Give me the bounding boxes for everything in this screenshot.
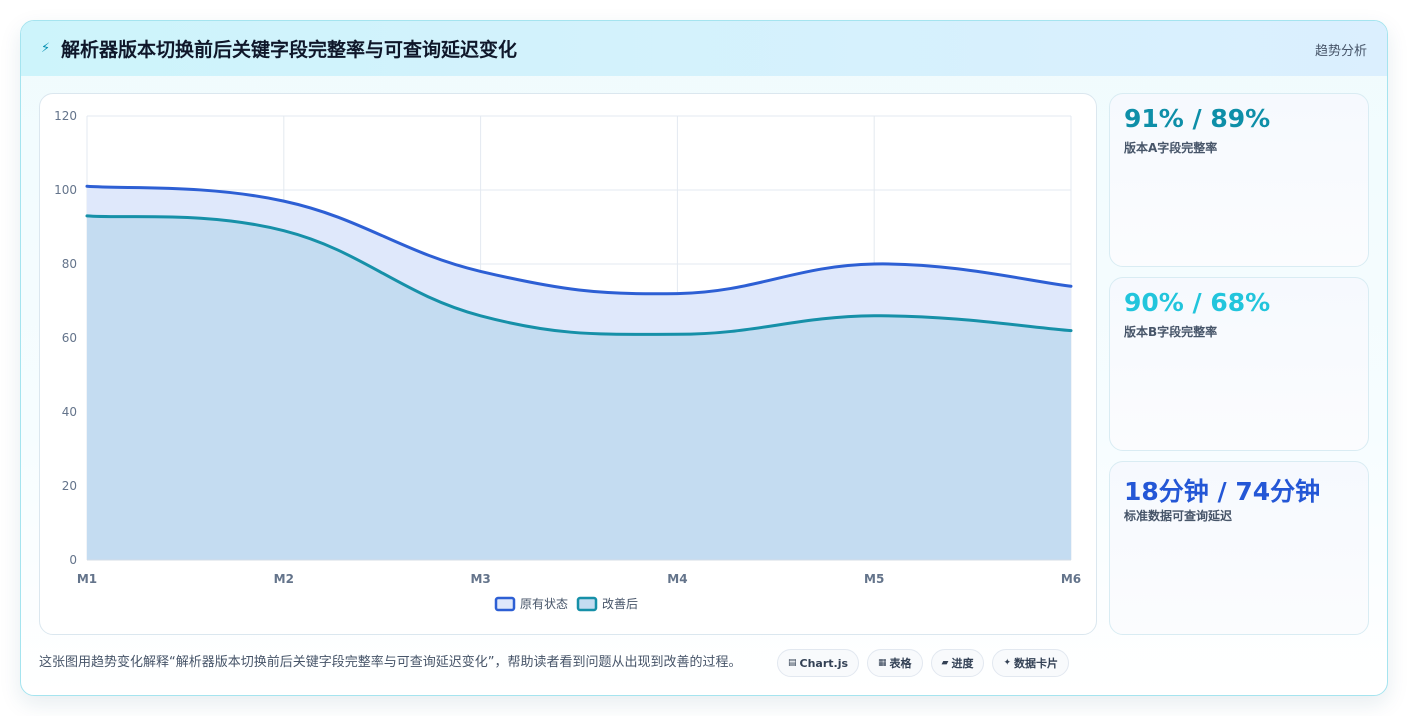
stat-label: 标准数据可查询延迟 — [1124, 509, 1233, 523]
x-tick-label: M3 — [470, 572, 490, 586]
series-line-1 — [85, 214, 1073, 336]
legend-label: 原有状态 — [520, 597, 568, 611]
x-tick-label: M5 — [864, 572, 884, 586]
trend-card: ⚡ 解析器版本切换前后关键字段完整率与可查询延迟变化 趋势分析 0 20 40 60 8… — [20, 20, 1388, 696]
y-tick-label: 100 — [54, 183, 77, 197]
tech-pills: ▤ Chart.js ▦ 表格 ▰ 进度 ✦ 数据卡片 — [777, 649, 1070, 677]
x-tick-label: M6 — [1061, 572, 1081, 586]
table-icon: ▦ — [878, 658, 887, 668]
legend-swatch — [494, 596, 516, 612]
legend-label: 改善后 — [602, 596, 638, 611]
stat-value: 18分钟 / 74分钟 — [1124, 477, 1321, 506]
legend-swatch — [576, 596, 598, 612]
pill-label: 数据卡片 — [1014, 657, 1059, 670]
pill-progress[interactable]: ▰ 进度 — [930, 649, 985, 677]
card-title: 解析器版本切换前后关键字段完整率与可查询延迟变化 — [61, 39, 518, 61]
y-tick-label: 60 — [62, 331, 77, 345]
series-line-0 — [85, 184, 1073, 296]
pill-data-card[interactable]: ✦ 数据卡片 — [992, 649, 1070, 677]
pill-label: 表格 — [889, 657, 912, 670]
x-tick-label: M1 — [77, 572, 97, 586]
progress-icon: ▰ — [941, 658, 949, 668]
y-tick-label: 20 — [62, 479, 77, 493]
stat-card-version-b: 90% / 68% 版本B字段完整率 — [1109, 277, 1369, 451]
y-tick-label: 0 — [69, 553, 77, 567]
stat-value: 91% / 89% — [1124, 104, 1271, 133]
x-tick-label: M2 — [274, 572, 294, 586]
stat-label: 版本A字段完整率 — [1124, 141, 1218, 155]
pill-chartjs[interactable]: ▤ Chart.js — [777, 649, 860, 677]
stat-card-version-a: 91% / 89% 版本A字段完整率 — [1109, 93, 1369, 267]
analysis-tag: 趋势分析 — [1314, 44, 1367, 59]
chart-panel: 0 20 40 60 80 100 120 M1 M2 M3 M4 M5 M6 原有状态 改善后 — [39, 93, 1097, 635]
stat-card-latency: 18分钟 / 74分钟 标准数据可查询延迟 — [1109, 461, 1369, 635]
area-chart: 0 20 40 60 80 100 120 M1 M2 M3 M4 M5 M6 原有状态 改善后 — [54, 109, 1081, 612]
y-tick-label: 80 — [62, 257, 77, 271]
pill-label: Chart.js — [799, 656, 849, 670]
series-area-1 — [87, 215, 1071, 560]
card-header: ⚡ 解析器版本切换前后关键字段完整率与可查询延迟变化 趋势分析 — [21, 21, 1387, 76]
sparkle-icon: ✦ — [1003, 658, 1012, 668]
y-tick-label: 40 — [62, 405, 77, 419]
chart-icon: ▤ — [788, 658, 797, 668]
pill-label: 进度 — [951, 657, 974, 670]
x-tick-label: M4 — [667, 572, 687, 586]
y-tick-label: 120 — [54, 109, 77, 123]
chart-description: 这张图用趋势变化解释“解析器版本切换前后关键字段完整率与可查询延迟变化”，帮助读… — [39, 655, 742, 670]
stat-value: 90% / 68% — [1124, 288, 1271, 317]
stat-label: 版本B字段完整率 — [1124, 325, 1218, 339]
lightning-icon: ⚡ — [41, 41, 51, 56]
pill-table[interactable]: ▦ 表格 — [867, 649, 923, 677]
